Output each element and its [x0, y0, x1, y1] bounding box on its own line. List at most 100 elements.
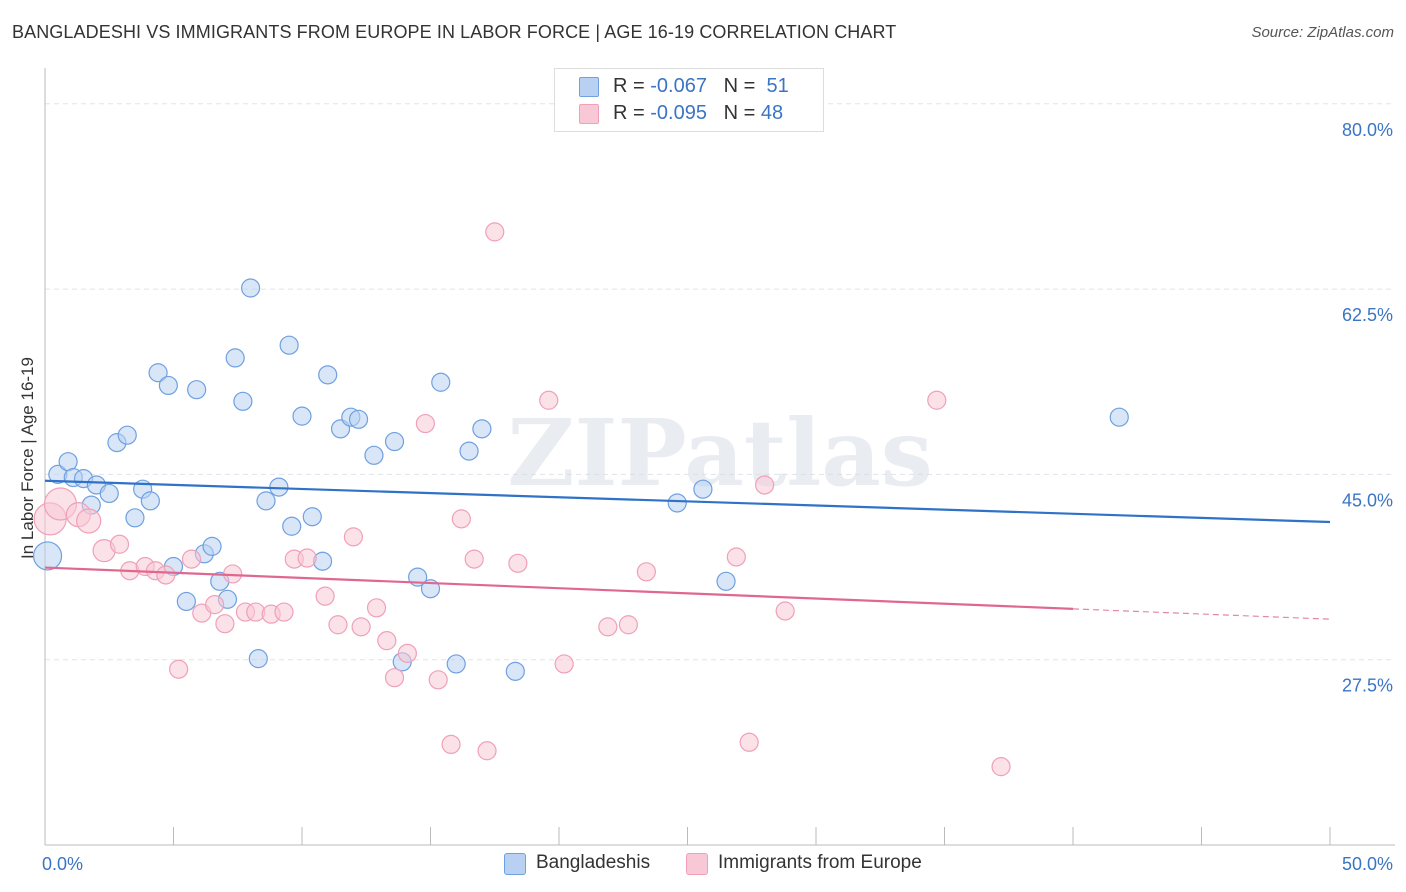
stats-text: R = -0.095 N = 48: [613, 102, 783, 125]
r-value: -0.067: [650, 75, 707, 97]
point-bangladeshis: [1109, 407, 1129, 427]
point-immigrants: [274, 602, 294, 622]
point-immigrants: [397, 643, 417, 663]
point-bangladeshis: [384, 431, 405, 452]
point-bangladeshis: [99, 483, 119, 504]
point-immigrants: [351, 617, 371, 637]
r-label: R =: [613, 75, 645, 97]
point-immigrants: [991, 757, 1011, 777]
watermark-text: ZIPatlas: [507, 399, 932, 507]
point-immigrants: [441, 734, 461, 755]
point-bangladeshis: [302, 507, 322, 527]
point-immigrants: [109, 534, 130, 554]
point-bangladeshis: [117, 425, 137, 445]
point-bangladeshis: [446, 654, 466, 674]
point-bangladeshis: [348, 409, 369, 429]
point-bangladeshis: [472, 419, 492, 439]
point-bangladeshis: [241, 278, 261, 298]
r-value: -0.095: [650, 102, 707, 124]
point-immigrants: [428, 670, 448, 690]
chart-title: BANGLADESHI VS IMMIGRANTS FROM EUROPE IN…: [12, 22, 897, 42]
gridlines: [45, 103, 1395, 661]
point-bangladeshis: [667, 493, 687, 513]
trendline-immigrants-extension: [1072, 608, 1331, 620]
point-immigrants: [181, 549, 202, 569]
point-bangladeshis: [158, 375, 178, 396]
point-bangladeshis: [505, 661, 525, 681]
point-bangladeshis: [716, 571, 736, 591]
point-immigrants: [508, 553, 528, 573]
point-bangladeshis: [148, 363, 168, 383]
point-immigrants: [377, 631, 397, 651]
point-immigrants: [215, 614, 235, 634]
point-immigrants: [156, 565, 176, 585]
trend-lines: [44, 479, 1331, 620]
y-tick-label: 80.0%: [1342, 120, 1393, 140]
y-tick-label: 45.0%: [1342, 490, 1393, 510]
point-immigrants: [464, 549, 484, 569]
point-immigrants: [315, 586, 335, 606]
point-bangladeshis: [202, 536, 222, 556]
point-immigrants: [739, 732, 759, 752]
x-tick-label: 50.0%: [1342, 854, 1393, 874]
point-bangladeshis: [431, 372, 451, 392]
point-immigrants: [754, 475, 775, 495]
axes: [44, 68, 1395, 846]
r-label: R =: [613, 102, 645, 124]
legend-label: Immigrants from Europe: [718, 852, 922, 873]
point-bangladeshis: [312, 551, 333, 571]
point-immigrants: [726, 547, 746, 567]
tick-labels: 27.5% 45.0% 62.5% 80.0% 0.0% 50.0%: [42, 120, 1393, 874]
watermark: ZIPatlas: [507, 399, 932, 507]
point-immigrants: [343, 527, 363, 547]
point-immigrants: [636, 562, 656, 582]
point-immigrants: [598, 617, 618, 637]
point-immigrants: [775, 601, 795, 621]
point-immigrants: [554, 654, 574, 674]
legend-label: Bangladeshis: [536, 852, 651, 873]
data-points: [32, 222, 1129, 777]
swatch-immigrants: [579, 104, 599, 124]
point-immigrants: [477, 741, 497, 761]
point-bangladeshis: [318, 365, 338, 385]
point-bangladeshis: [279, 335, 299, 355]
point-bangladeshis: [364, 445, 384, 465]
stats-text: R = -0.067 N = 51: [613, 75, 789, 98]
point-bangladeshis: [282, 516, 302, 536]
point-bangladeshis: [256, 491, 276, 511]
point-bangladeshis: [187, 380, 207, 400]
y-axis-label: In Labor Force | Age 16-19: [18, 357, 37, 559]
point-bangladeshis: [32, 541, 63, 571]
y-tick-label: 27.5%: [1342, 676, 1393, 696]
series-legend: Bangladeshis Immigrants from Europe: [0, 852, 1406, 878]
swatch-bangladeshis: [579, 77, 599, 97]
point-immigrants: [415, 413, 435, 434]
point-bangladeshis: [248, 649, 268, 669]
n-label: N =: [723, 75, 756, 97]
point-immigrants: [76, 508, 102, 534]
point-immigrants: [485, 222, 505, 242]
n-value: 51: [766, 75, 789, 97]
point-immigrants: [366, 598, 387, 618]
point-immigrants: [451, 509, 471, 529]
point-bangladeshis: [140, 491, 160, 511]
point-immigrants: [205, 595, 225, 615]
point-bangladeshis: [58, 452, 78, 472]
n-label: N =: [723, 102, 756, 124]
legend-swatch-bangladeshis: [504, 853, 526, 875]
legend-swatch-immigrants: [686, 853, 708, 875]
point-immigrants: [384, 668, 405, 688]
point-bangladeshis: [292, 406, 312, 426]
y-tick-label: 62.5%: [1342, 305, 1393, 325]
point-immigrants: [297, 548, 317, 568]
point-immigrants: [927, 390, 947, 410]
trendline-immigrants: [44, 566, 1074, 610]
stats-legend: R = -0.067 N = 51 R = -0.095 N = 48: [554, 68, 824, 132]
point-immigrants: [328, 615, 348, 635]
point-bangladeshis: [225, 348, 245, 368]
point-bangladeshis: [459, 441, 479, 461]
point-immigrants: [618, 615, 638, 635]
point-bangladeshis: [176, 591, 196, 612]
source-credit: Source: ZipAtlas.com: [1251, 24, 1394, 41]
